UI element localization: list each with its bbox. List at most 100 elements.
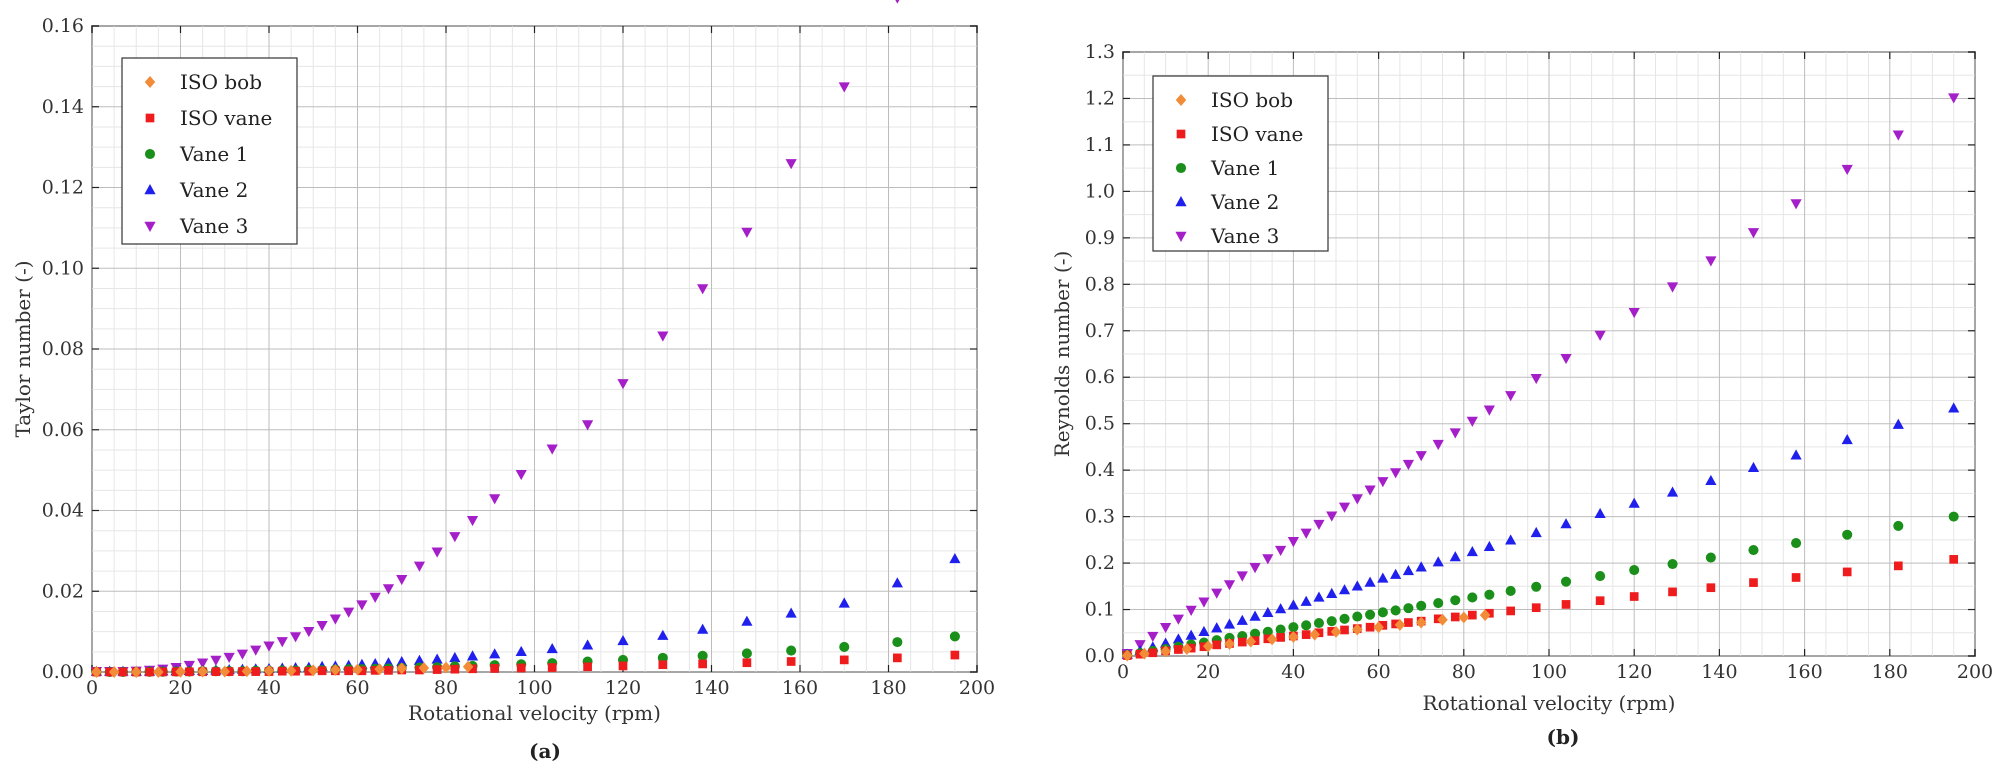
data-point (370, 666, 380, 675)
data-point (1373, 621, 1384, 634)
x-tick-label: 180 (1872, 661, 1908, 683)
data-point (1250, 628, 1261, 639)
legend-label: Vane 1 (1210, 156, 1279, 180)
data-point (1288, 631, 1299, 643)
data-point (1172, 614, 1184, 625)
data-point (1224, 637, 1235, 650)
data-point (1450, 595, 1461, 606)
data-point (1330, 625, 1342, 638)
data-point (145, 667, 154, 677)
data-point (741, 615, 753, 626)
y-axis-label: Taylor number (-) (11, 260, 35, 437)
y-tick-label: 0.8 (1085, 273, 1115, 295)
panel-label: (b) (1547, 725, 1580, 749)
legend-label: ISO bob (180, 70, 262, 94)
data-point (657, 652, 668, 663)
data-point (396, 662, 407, 675)
data-point (1404, 618, 1413, 627)
data-point (303, 627, 315, 638)
data-point (1485, 608, 1494, 618)
data-point (1365, 622, 1375, 632)
series-vane-3 (1121, 93, 1960, 660)
data-point (1326, 511, 1338, 522)
data-point (1449, 551, 1461, 562)
data-point (786, 657, 796, 666)
data-point (108, 666, 120, 678)
data-point (1266, 633, 1278, 646)
data-point (1275, 545, 1287, 557)
data-point (1595, 596, 1605, 606)
x-tick-label: 0 (86, 677, 98, 699)
data-point (1211, 622, 1223, 633)
data-point (223, 652, 235, 664)
data-point (466, 515, 479, 527)
x-tick-label: 200 (1957, 661, 1993, 683)
data-point (1378, 620, 1388, 630)
data-point (1748, 545, 1759, 556)
y-tick-label: 1.2 (1085, 87, 1115, 109)
data-point (415, 665, 424, 675)
data-point (1147, 631, 1159, 642)
data-point (211, 667, 221, 677)
data-point (344, 666, 353, 676)
data-point (374, 663, 385, 676)
data-point (251, 667, 261, 676)
data-point (1668, 587, 1677, 597)
data-point (582, 420, 594, 431)
data-point (1338, 584, 1351, 595)
data-point (1705, 474, 1717, 486)
data-point (1432, 439, 1444, 451)
data-point (431, 547, 443, 558)
data-point (838, 597, 850, 608)
series-vane-3 (90, 0, 900, 678)
data-point (1449, 428, 1461, 439)
data-point (317, 666, 327, 676)
x-tick-label: 160 (782, 677, 818, 699)
data-point (330, 664, 341, 676)
y-tick-label: 0.00 (42, 661, 84, 683)
data-point (343, 607, 355, 618)
data-point (1364, 485, 1376, 496)
data-point (839, 641, 850, 653)
data-point (241, 665, 253, 678)
data-point (895, 0, 900, 4)
data-point (1530, 373, 1542, 385)
x-axis-label: Rotational velocity (rpm) (408, 701, 661, 725)
data-point (1249, 563, 1261, 574)
data-point (617, 379, 629, 390)
y-tick-label: 0.02 (42, 580, 84, 602)
data-point (1212, 640, 1222, 650)
data-point (91, 666, 102, 678)
legend-label: Vane 2 (1210, 190, 1279, 214)
data-point (1262, 554, 1274, 565)
data-point (1377, 477, 1389, 488)
data-point (950, 650, 960, 660)
y-tick-label: 0.3 (1085, 506, 1115, 528)
x-tick-label: 140 (693, 677, 729, 699)
data-point (546, 444, 558, 455)
data-point (1326, 616, 1337, 627)
y-tick-label: 0.4 (1085, 459, 1115, 481)
y-tick-label: 0.08 (42, 338, 84, 360)
data-point (1223, 618, 1236, 629)
data-point (418, 662, 430, 674)
data-point (1560, 518, 1572, 529)
data-point (1402, 565, 1415, 576)
data-point (1747, 228, 1760, 239)
data-point (1595, 571, 1606, 582)
data-point (697, 623, 709, 634)
series-iso-bob (91, 660, 474, 678)
data-point (1262, 626, 1273, 637)
data-point (1483, 405, 1495, 416)
data-point (892, 637, 903, 648)
data-point (839, 655, 849, 665)
data-point (1300, 528, 1312, 539)
data-point (1223, 580, 1236, 591)
data-point (1211, 588, 1223, 599)
legend-marker-vane-2 (1175, 196, 1187, 207)
data-point (413, 654, 426, 665)
data-point (1351, 494, 1363, 505)
legend-marker-vane-2 (144, 184, 156, 195)
data-point (893, 653, 902, 663)
data-point (1245, 635, 1257, 648)
